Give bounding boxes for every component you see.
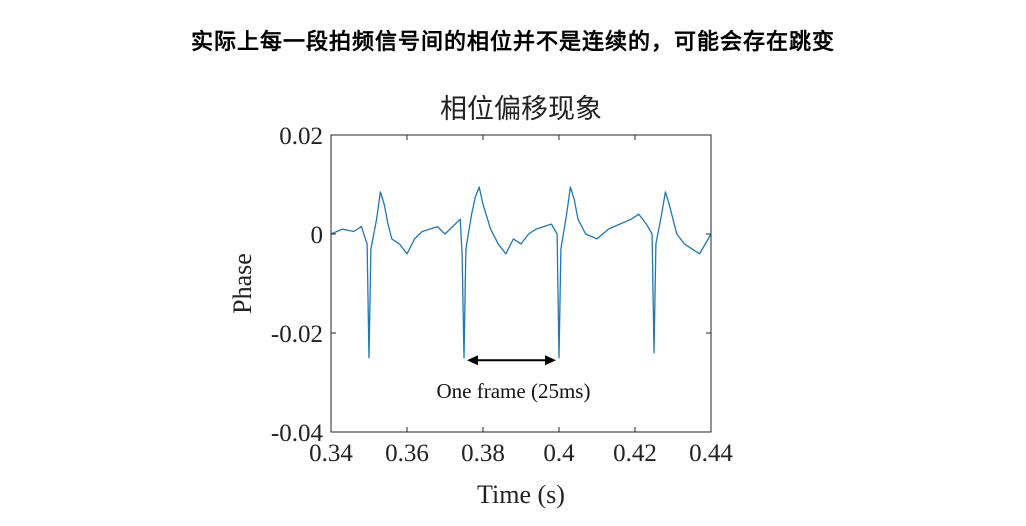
y-tick-label: 0.02 xyxy=(279,123,323,150)
x-tick-label: 0.34 xyxy=(309,440,353,467)
y-tick-label: 0 xyxy=(311,222,324,249)
frame-annotation-label: One frame (25ms) xyxy=(437,379,591,403)
plot-area: 0.34 0.36 0.38 0.4 0.42 0.44 0.02 0 -0.02 -0.04 xyxy=(271,123,733,467)
y-axis-label: Phase xyxy=(228,253,257,314)
x-axis-label: Time (s) xyxy=(477,480,565,509)
phase-series-line xyxy=(330,186,712,359)
x-tick-label: 0.42 xyxy=(613,440,657,467)
frame-arrow-left-head xyxy=(467,355,478,366)
x-tick-label: 0.4 xyxy=(543,440,575,467)
axes-box xyxy=(330,134,712,433)
y-tick-label: -0.02 xyxy=(271,321,323,348)
x-tick-label: 0.38 xyxy=(461,440,505,467)
x-tick-label: 0.44 xyxy=(689,440,733,467)
y-tick-label: -0.04 xyxy=(271,420,324,447)
chart-title: 相位偏移现象 xyxy=(440,94,602,125)
frame-arrow-right-head xyxy=(545,355,556,366)
page-heading: 实际上每一段拍频信号间的相位并不是连续的，可能会存在跳变 xyxy=(190,30,835,55)
x-tick-label: 0.36 xyxy=(385,440,429,467)
